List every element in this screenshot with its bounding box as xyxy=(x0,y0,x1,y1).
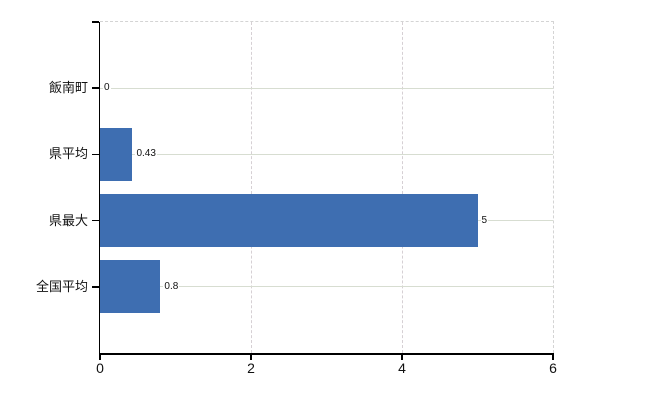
y-axis-tick xyxy=(92,87,99,89)
y-axis-tick xyxy=(92,153,99,156)
x-tick-label: 2 xyxy=(247,360,255,376)
horizontal-gridline xyxy=(100,87,553,89)
category-label: 県平均 xyxy=(48,146,88,162)
bar-value-label: 0.8 xyxy=(163,279,180,294)
bar-value-label: 0 xyxy=(103,81,111,96)
bar-value-label: 5 xyxy=(480,213,489,228)
bar[interactable] xyxy=(100,127,133,181)
x-axis-tick xyxy=(401,354,403,360)
bar[interactable] xyxy=(100,194,478,248)
x-tick-label: 0 xyxy=(96,360,104,376)
x-axis-line xyxy=(98,353,554,355)
vertical-gridline xyxy=(251,22,252,353)
x-tick-label: 4 xyxy=(398,360,406,376)
plot-area: 0 0.43 5 0.8 xyxy=(100,21,554,353)
category-label: 飯南町 xyxy=(48,80,88,96)
y-axis-tick xyxy=(92,286,99,288)
x-axis-tick xyxy=(99,354,101,360)
x-axis-tick xyxy=(250,354,252,360)
y-axis-end-tick xyxy=(92,21,99,23)
bar[interactable] xyxy=(100,260,161,314)
bar-value-label: 0.43 xyxy=(135,147,157,162)
horizontal-gridline xyxy=(100,153,553,155)
x-axis-tick xyxy=(552,354,554,360)
horizontal-gridline xyxy=(100,286,553,288)
x-tick-label: 6 xyxy=(549,360,557,376)
y-axis-line xyxy=(98,22,100,354)
category-label: 県最大 xyxy=(48,212,88,228)
category-label: 全国平均 xyxy=(35,278,88,294)
vertical-gridline xyxy=(402,22,403,353)
y-axis-tick xyxy=(92,219,99,222)
